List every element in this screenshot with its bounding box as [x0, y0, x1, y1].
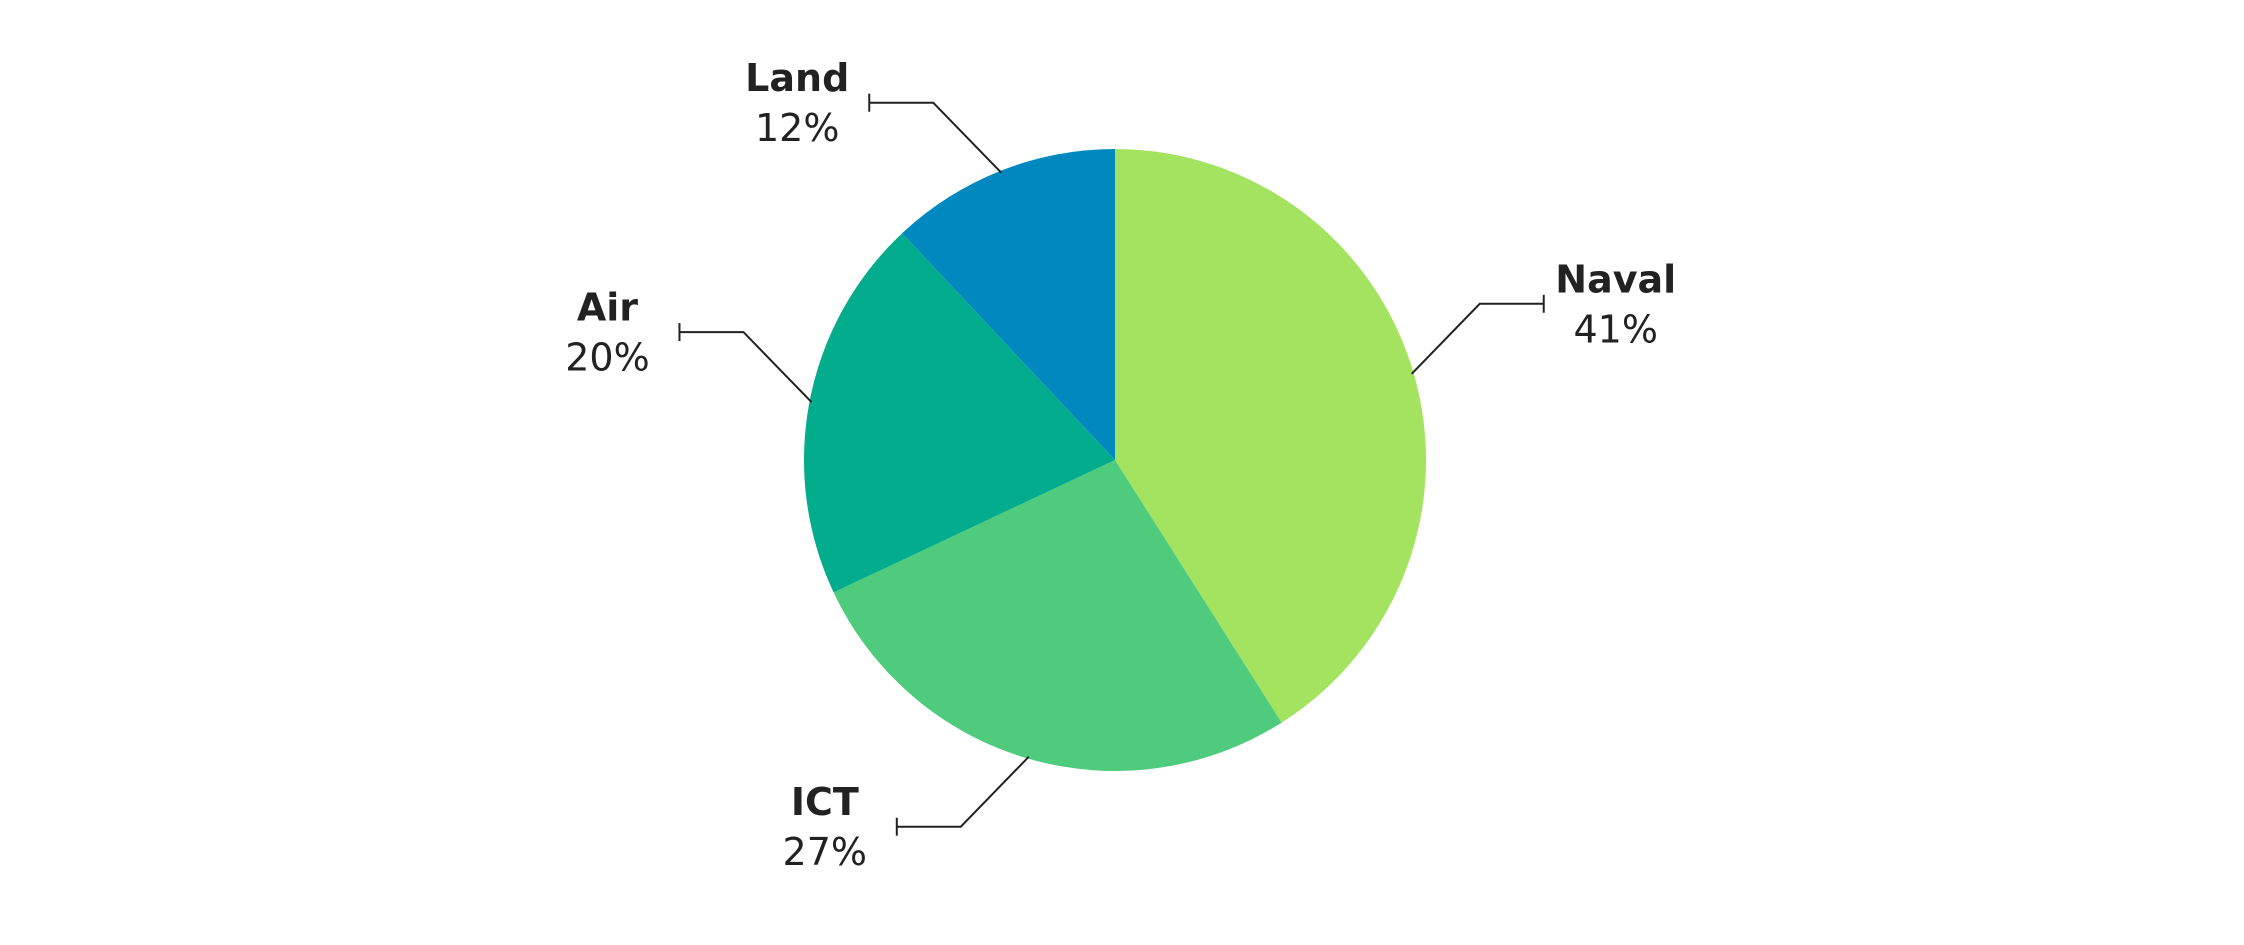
value-label: 41% [1573, 307, 1657, 351]
slice-label: Naval [1555, 257, 1676, 301]
value-label: 12% [755, 106, 839, 150]
pie-slice [902, 149, 1115, 460]
value-label: 27% [783, 830, 867, 874]
leader-line [679, 331, 813, 403]
value-label: 20% [565, 336, 649, 380]
leader-line [1411, 302, 1544, 375]
pie-slice [1115, 149, 1427, 723]
pie-slice [803, 233, 1115, 593]
slice-label: Air [577, 286, 638, 330]
slice-label: Land [745, 56, 849, 100]
leader-line [896, 756, 1030, 828]
slice-label: ICT [791, 780, 859, 824]
leader-line [869, 101, 1002, 174]
pie-slice [833, 460, 1282, 771]
